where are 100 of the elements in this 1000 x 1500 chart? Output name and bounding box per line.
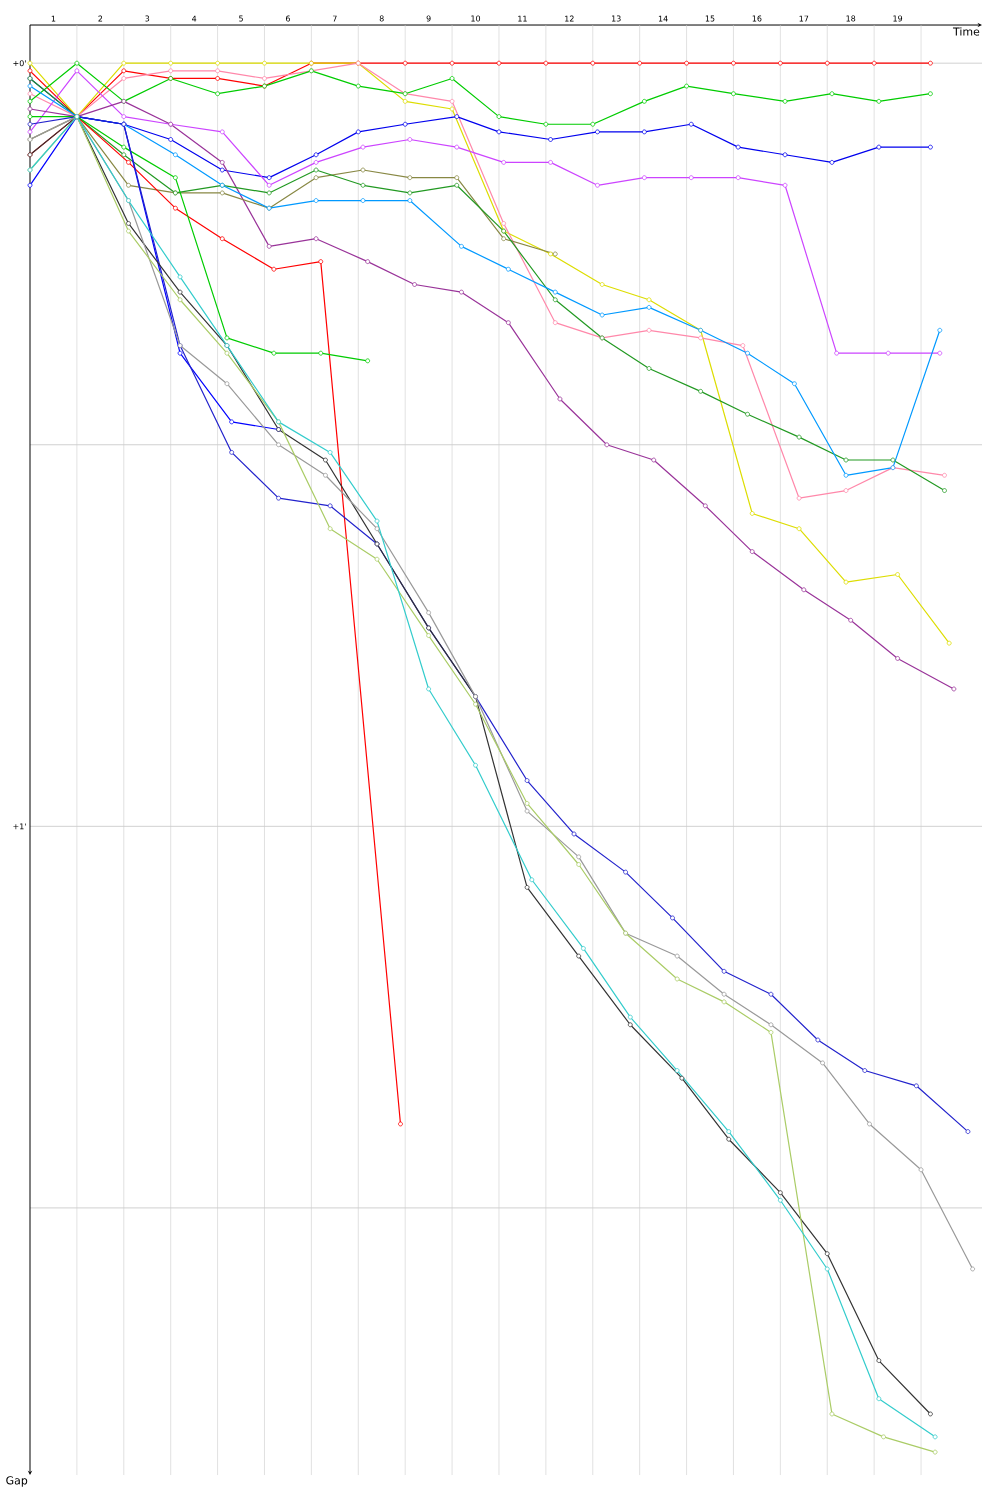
point: [932, 1434, 938, 1440]
point: [768, 1022, 774, 1028]
point: [951, 686, 957, 692]
point: [895, 572, 900, 577]
point: [505, 266, 511, 272]
point: [454, 114, 460, 119]
point: [749, 549, 755, 554]
point: [735, 175, 741, 181]
point: [27, 98, 33, 104]
point: [412, 282, 417, 287]
point: [792, 381, 797, 387]
point: [360, 182, 366, 188]
point: [646, 297, 652, 303]
point: [848, 617, 854, 623]
point: [834, 350, 840, 356]
point: [576, 862, 582, 867]
point: [426, 610, 432, 616]
point: [172, 175, 178, 181]
point: [374, 556, 380, 562]
point: [646, 327, 652, 333]
point: [862, 1068, 868, 1073]
point: [449, 76, 455, 81]
point: [27, 83, 33, 89]
point: [928, 1411, 933, 1417]
point: [126, 182, 131, 188]
point: [590, 60, 596, 66]
point: [27, 182, 33, 188]
point: [121, 114, 127, 119]
point: [726, 1129, 732, 1134]
point: [646, 305, 652, 310]
point: [627, 1022, 633, 1028]
point: [796, 526, 802, 532]
point: [698, 388, 704, 394]
point: [576, 953, 582, 959]
point: [932, 1449, 938, 1455]
point: [595, 182, 600, 188]
point: [121, 152, 127, 158]
point: [768, 991, 774, 997]
point: [571, 831, 577, 837]
point: [782, 152, 788, 158]
point: [276, 495, 281, 501]
point: [360, 144, 366, 150]
point: [327, 503, 333, 509]
point: [27, 68, 33, 74]
point: [524, 801, 530, 806]
x-axis-title: Time: [952, 27, 980, 36]
point: [313, 152, 319, 158]
point: [937, 327, 943, 333]
point: [684, 83, 689, 89]
point: [815, 1037, 821, 1043]
point: [548, 137, 553, 142]
point: [918, 1167, 924, 1173]
point: [402, 121, 408, 127]
point: [529, 877, 535, 883]
point: [796, 434, 802, 440]
point: [402, 98, 408, 104]
point: [641, 129, 647, 135]
point: [501, 221, 507, 226]
point: [449, 98, 455, 104]
point: [215, 91, 220, 97]
point: [177, 297, 183, 303]
point: [946, 640, 952, 646]
point: [740, 343, 746, 348]
point: [688, 175, 694, 181]
point: [928, 91, 933, 97]
point: [627, 1014, 633, 1020]
point: [557, 396, 563, 402]
point: [782, 98, 788, 104]
point: [177, 289, 183, 295]
point: [505, 320, 511, 326]
point: [266, 190, 272, 196]
point: [501, 236, 507, 242]
point: [168, 60, 174, 66]
point: [355, 83, 361, 89]
point: [942, 472, 947, 478]
point: [782, 182, 788, 188]
point: [224, 350, 230, 356]
point: [876, 1358, 882, 1363]
point: [871, 60, 877, 66]
point: [777, 60, 783, 66]
point: [219, 236, 225, 242]
point: [126, 221, 131, 226]
point: [820, 1060, 825, 1066]
point: [121, 60, 127, 66]
point: [219, 167, 225, 173]
point: [27, 121, 33, 127]
point: [374, 526, 380, 532]
point: [126, 160, 131, 165]
point: [177, 350, 183, 356]
point: [398, 1121, 403, 1127]
point: [749, 511, 755, 516]
point: [327, 450, 333, 455]
point: [824, 60, 830, 66]
point: [641, 98, 647, 104]
point: [313, 175, 319, 181]
point: [271, 350, 277, 356]
point: [327, 526, 333, 532]
point: [604, 442, 610, 448]
point: [735, 144, 741, 150]
point: [580, 946, 586, 951]
